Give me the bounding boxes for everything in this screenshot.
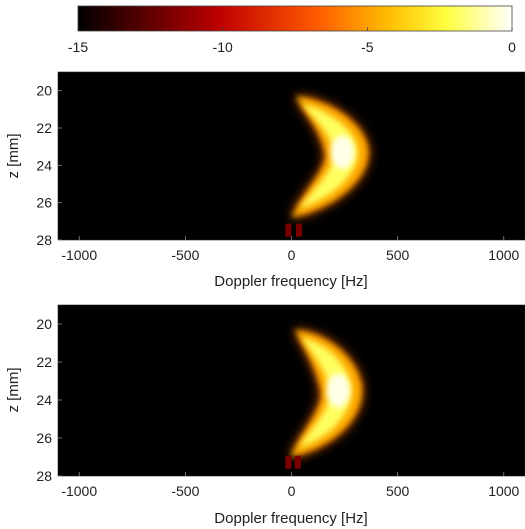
crescent-feature-bottom <box>285 329 362 469</box>
x-tick-label: -500 <box>171 247 199 263</box>
y-tick-label: 26 <box>36 195 52 211</box>
colorbar-tick-label: -10 <box>213 39 233 55</box>
crescent-feature-top <box>285 96 368 237</box>
y-tick-label: 20 <box>36 83 52 99</box>
y-tick-label: 24 <box>36 157 52 173</box>
y-tick-label: 26 <box>36 430 52 446</box>
x-axis-label-bottom: Doppler frequency [Hz] <box>214 510 367 527</box>
x-tick-label: -1000 <box>61 483 97 499</box>
colorbar-tick-label: -15 <box>68 39 88 55</box>
y-tick-label: 22 <box>36 354 52 370</box>
axes-bottom: -1000 -500 0 500 1000 20 22 24 26 28 <box>36 304 525 499</box>
x-tick-label: -1000 <box>61 247 97 263</box>
crescent-bright-band <box>299 103 358 209</box>
colorbar-tick-label: -5 <box>361 39 374 55</box>
low-speckle <box>285 455 292 469</box>
y-axis-label-top: z [mm] <box>5 134 22 179</box>
x-tick-label: 500 <box>386 247 410 263</box>
x-axis-label-top: Doppler frequency [Hz] <box>214 273 367 290</box>
y-tick-label: 28 <box>36 468 52 484</box>
colorbar-gradient <box>77 5 513 32</box>
x-tick-label: 1000 <box>488 483 519 499</box>
heatmap-panel-top: -1000 -500 0 500 1000 20 22 24 26 28 Doppler freq… <box>5 71 525 290</box>
y-tick-label: 28 <box>36 232 52 248</box>
y-tick-label: 24 <box>36 392 52 408</box>
plot-area-bottom <box>58 305 525 476</box>
crescent-peak-core <box>330 135 355 170</box>
x-tick-label: 1000 <box>488 247 519 263</box>
colorbar-ticks: -15 -10 -5 0 <box>68 27 516 55</box>
colorbar: -15 -10 -5 0 <box>68 5 516 55</box>
x-tick-label: 500 <box>386 483 410 499</box>
axes-top: -1000 -500 0 500 1000 20 22 24 26 28 <box>36 71 525 263</box>
crescent-bright-band <box>298 337 351 448</box>
x-tick-label: 0 <box>288 483 296 499</box>
crescent-peak-core <box>326 373 350 408</box>
x-tick-label: -500 <box>171 483 199 499</box>
x-tick-label: 0 <box>288 247 296 263</box>
heatmap-panel-bottom: -1000 -500 0 500 1000 20 22 24 26 28 Doppler freq… <box>5 304 525 527</box>
plot-area-top <box>58 72 525 240</box>
low-speckle <box>294 455 301 469</box>
colorbar-tick-label: 0 <box>508 39 516 55</box>
y-axis-label-bottom: z [mm] <box>5 368 22 413</box>
crescent-body <box>291 96 368 218</box>
y-tick-label: 20 <box>36 316 52 332</box>
low-speckle <box>295 223 302 237</box>
low-speckle <box>285 223 292 237</box>
crescent-body <box>290 329 362 457</box>
y-tick-label: 22 <box>36 120 52 136</box>
